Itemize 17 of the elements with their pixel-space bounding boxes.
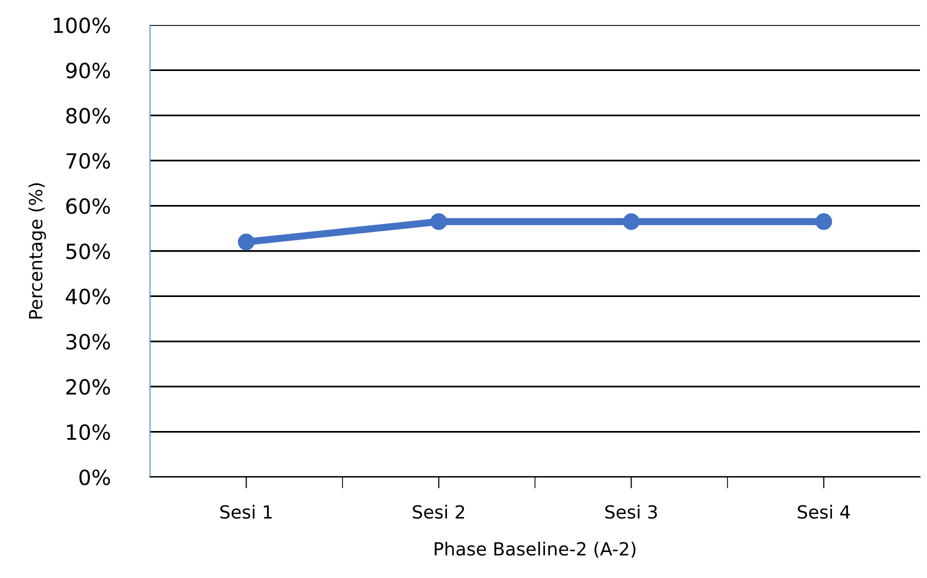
y-tick-label: 90% bbox=[66, 62, 110, 78]
x-tick-label: Sesi 3 bbox=[605, 504, 657, 519]
y-tick-label: 30% bbox=[66, 334, 110, 350]
x-tick-label: Sesi 1 bbox=[220, 504, 272, 519]
x-tick-label: Sesi 4 bbox=[798, 504, 850, 519]
y-tick-label: 100% bbox=[54, 17, 110, 34]
x-axis-title: Phase Baseline-2 (A-2) bbox=[434, 542, 636, 558]
y-tick-label: 60% bbox=[66, 198, 110, 214]
y-tick-label: 0% bbox=[79, 469, 110, 486]
y-axis-title: Percentage (%) bbox=[28, 183, 46, 318]
x-tick-label: Sesi 2 bbox=[412, 504, 464, 519]
y-tick-label: 70% bbox=[66, 153, 110, 169]
y-tick-label: 40% bbox=[66, 288, 110, 304]
y-tick-label: 80% bbox=[66, 108, 110, 124]
y-tick-label: 20% bbox=[66, 379, 110, 395]
y-tick-label: 10% bbox=[67, 424, 110, 440]
y-tick-label: 50% bbox=[66, 243, 110, 260]
